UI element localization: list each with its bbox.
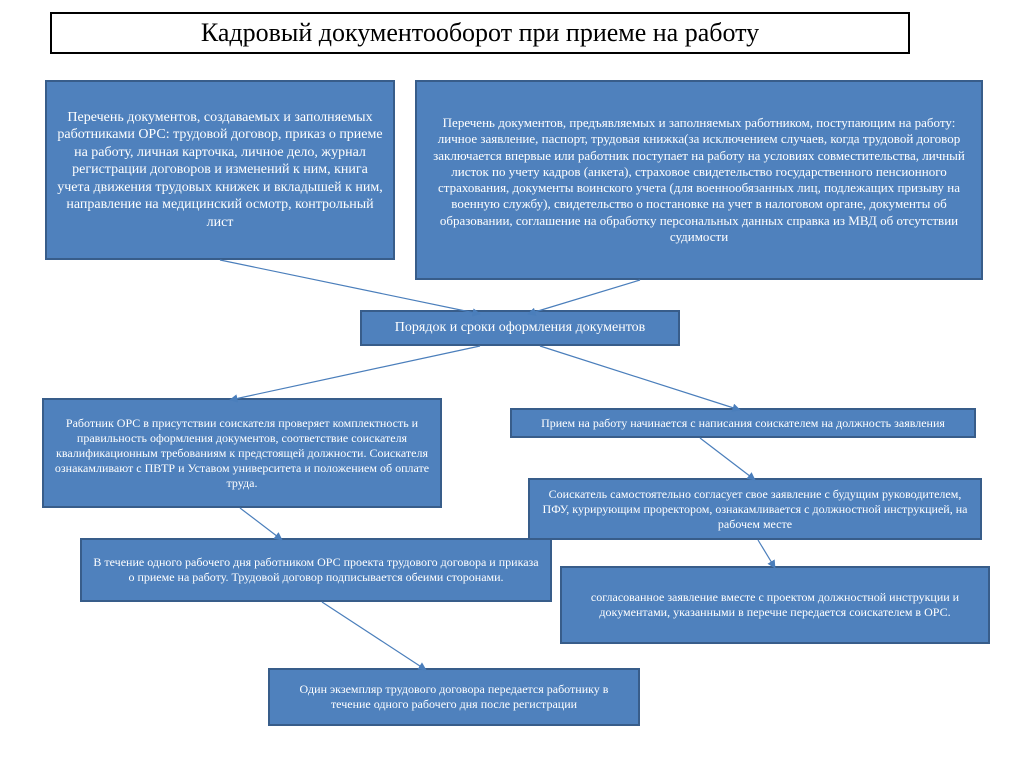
box-right-lowest: согласованное заявление вместе с проекто… — [560, 566, 990, 644]
box-left-mid: Работник ОРС в присутствии соискателя пр… — [42, 398, 442, 508]
page-title-text: Кадровый документооборот при приеме на р… — [201, 18, 759, 47]
box-center: Порядок и сроки оформления документов — [360, 310, 680, 346]
box-left-lower-text: В течение одного рабочего дня работником… — [92, 555, 540, 585]
box-top-left-text: Перечень документов, создаваемых и запол… — [57, 109, 383, 232]
box-left-mid-text: Работник ОРС в присутствии соискателя пр… — [54, 416, 430, 491]
box-bottom: Один экземпляр трудового договора переда… — [268, 668, 640, 726]
box-center-text: Порядок и сроки оформления документов — [395, 319, 645, 337]
box-right-lower-text: Соискатель самостоятельно согласует свое… — [540, 487, 970, 532]
box-left-lower: В течение одного рабочего дня работником… — [80, 538, 552, 602]
box-bottom-text: Один экземпляр трудового договора переда… — [280, 682, 628, 712]
page-title: Кадровый документооборот при приеме на р… — [50, 12, 910, 54]
box-right-mid-text: Прием на работу начинается с написания с… — [541, 416, 945, 431]
box-top-right-text: Перечень документов, предъявляемых и зап… — [427, 115, 971, 245]
box-right-mid: Прием на работу начинается с написания с… — [510, 408, 976, 438]
box-right-lower: Соискатель самостоятельно согласует свое… — [528, 478, 982, 540]
box-top-left: Перечень документов, создаваемых и запол… — [45, 80, 395, 260]
box-right-lowest-text: согласованное заявление вместе с проекто… — [572, 590, 978, 620]
box-top-right: Перечень документов, предъявляемых и зап… — [415, 80, 983, 280]
